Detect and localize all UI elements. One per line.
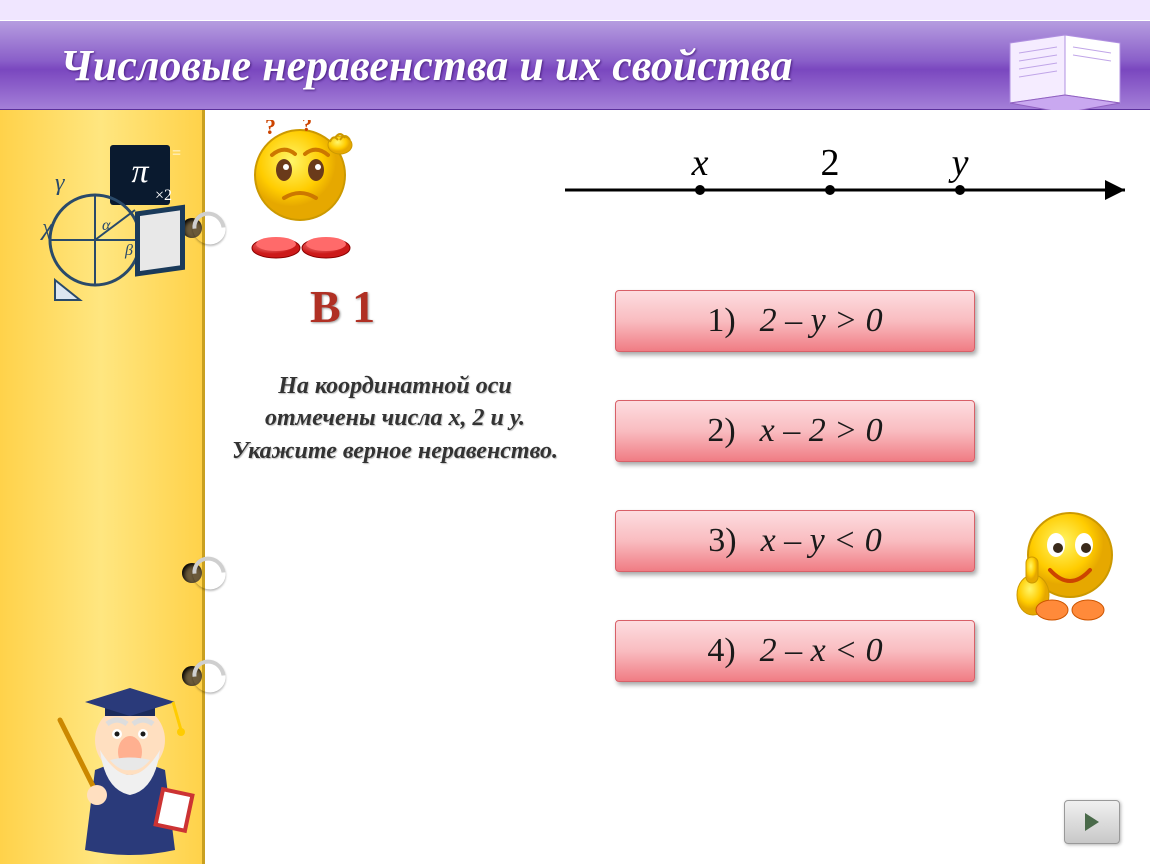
answer-option[interactable]: 1) 2 – у > 0 [615, 290, 975, 352]
answer-expression: 2 – у > 0 [760, 302, 883, 340]
next-arrow-icon [1079, 809, 1105, 835]
svg-text:2: 2 [821, 142, 840, 184]
thumbs-up-emoji-icon [1010, 500, 1130, 630]
svg-text:?: ? [302, 120, 312, 136]
thinking-emoji-icon: ? ? [240, 120, 360, 270]
variant-label: В 1 [310, 280, 375, 333]
answer-expression: 2 – х < 0 [760, 632, 883, 670]
svg-text:γ: γ [55, 170, 65, 196]
book-icon [1005, 25, 1125, 120]
answer-option[interactable]: 3) х – у < 0 [615, 510, 975, 572]
page-title: Числовые неравенства и их свойства [60, 40, 793, 91]
answer-index: 2) [707, 412, 735, 450]
svg-text:β: β [124, 242, 133, 259]
svg-text:π: π [131, 153, 149, 190]
answer-index: 4) [707, 632, 735, 670]
svg-text:×2: ×2 [155, 187, 172, 204]
answer-option[interactable]: 2) х – 2 > 0 [615, 400, 975, 462]
svg-text:α: α [102, 217, 111, 234]
binder-ring [182, 560, 228, 586]
question-text: На координатной оси отмечены числа х, 2 … [225, 370, 565, 467]
answer-expression: х – 2 > 0 [760, 412, 883, 450]
svg-text:?: ? [265, 120, 276, 139]
svg-text:y: y [948, 142, 969, 184]
answer-index: 1) [707, 302, 735, 340]
title-bar: Числовые неравенства и их свойства [0, 20, 1150, 110]
answer-option[interactable]: 4) 2 – х < 0 [615, 620, 975, 682]
number-line: x 2 y [565, 135, 1145, 215]
professor-icon [45, 660, 215, 860]
next-button[interactable] [1064, 800, 1120, 844]
svg-text:=: = [172, 145, 181, 162]
svg-text:x: x [691, 142, 709, 184]
answer-index: 3) [708, 522, 736, 560]
svg-text:χ: χ [40, 215, 54, 241]
answer-expression: х – у < 0 [761, 522, 882, 560]
math-decoration-icon: π ×2 = γ χ α β [40, 130, 205, 310]
